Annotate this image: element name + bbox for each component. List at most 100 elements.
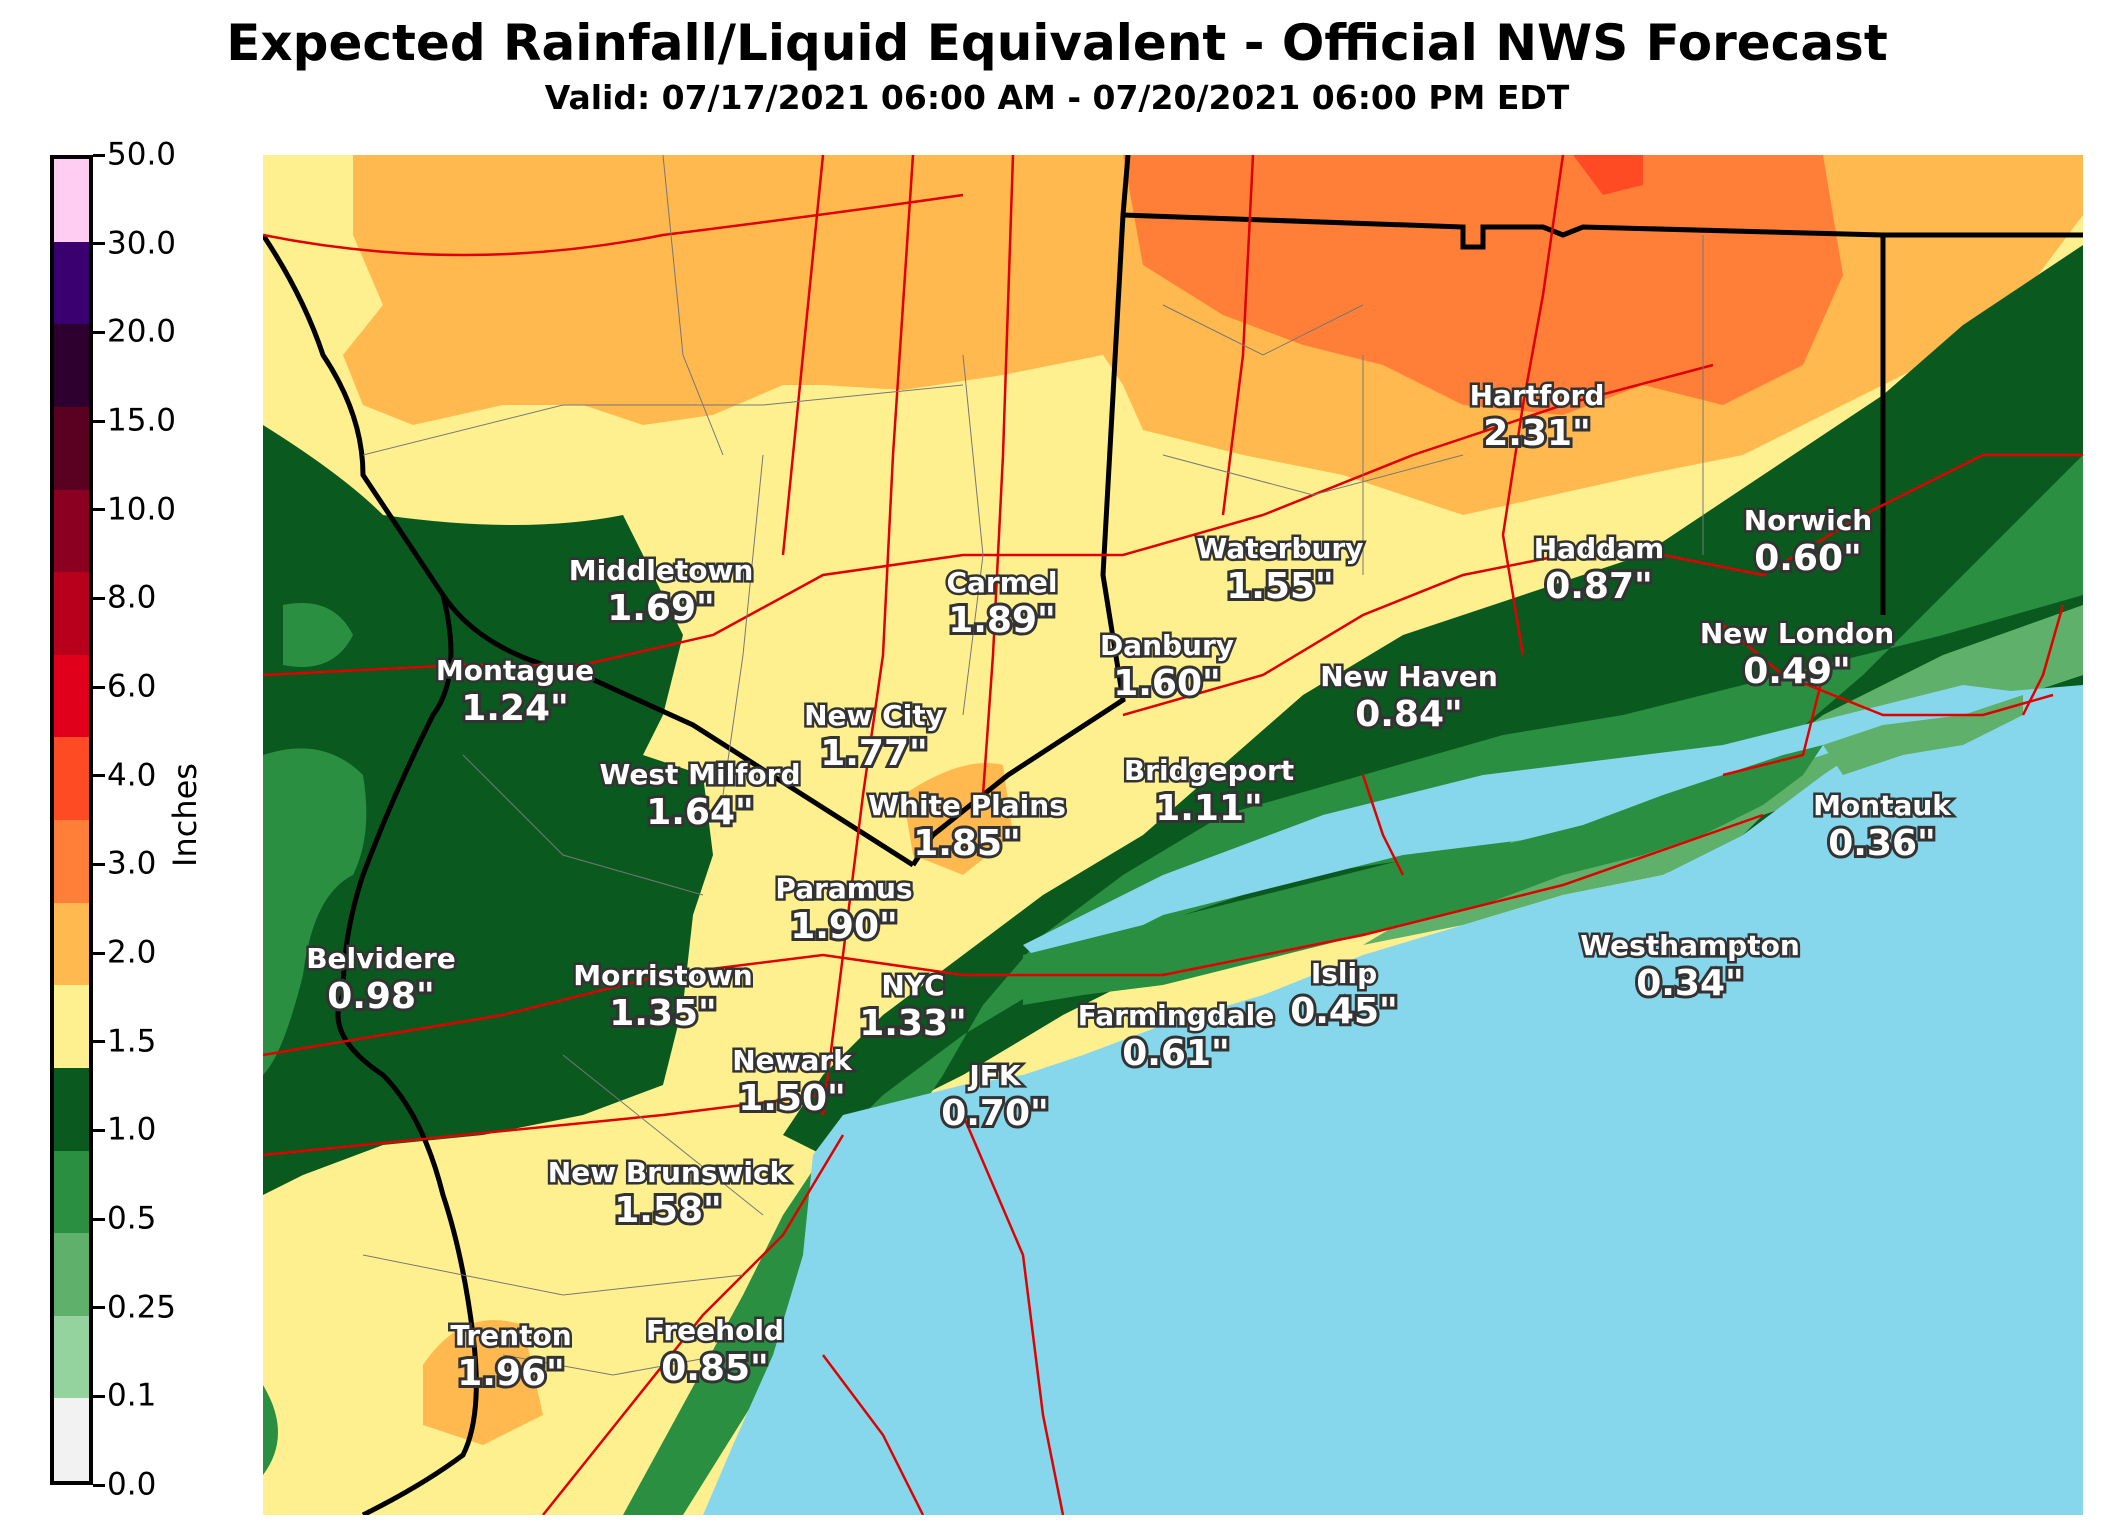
city-name: Norwich <box>1744 504 1872 537</box>
city-rainfall-value: 1.64" <box>646 792 754 833</box>
legend-tick-mark <box>93 330 105 334</box>
long-island <box>1023 745 1823 1005</box>
county-lines <box>362 155 1704 1376</box>
legend-swatch <box>54 489 89 573</box>
city-rainfall-value: 1.60" <box>1113 663 1221 704</box>
map-title: Expected Rainfall/Liquid Equivalent - Of… <box>226 14 1888 72</box>
city-rainfall-value: 1.50" <box>738 1078 846 1119</box>
legend-tick-mark <box>93 951 105 955</box>
color-legend-bar <box>50 155 93 1485</box>
city-name: New City <box>804 699 944 732</box>
city-rainfall-value: 2.31" <box>1483 413 1591 454</box>
city-name: Paramus <box>775 872 912 905</box>
legend-tick-mark <box>93 242 105 246</box>
city-name: New Brunswick <box>548 1156 790 1189</box>
rain-zone-orange-light-trenton <box>423 1320 543 1445</box>
color-legend-title: Inches <box>166 763 204 867</box>
city-rainfall-value: 1.55" <box>1226 566 1334 607</box>
legend-tick-mark <box>93 419 105 423</box>
legend-tick-mark <box>93 1394 105 1398</box>
city-rainfall-value: 0.34" <box>1636 963 1744 1004</box>
legend-tick-label: 10.0 <box>107 491 177 528</box>
legend-tick-mark <box>93 1306 105 1310</box>
legend-tick-label: 0.0 <box>107 1466 157 1503</box>
city-rainfall-value: 1.58" <box>614 1190 722 1231</box>
water-atlantic <box>703 685 2083 1515</box>
city-name: Freehold <box>646 1314 784 1347</box>
rain-zone-red <box>1573 155 1643 195</box>
city-name: Belvidere <box>306 942 456 975</box>
legend-swatch <box>54 737 89 820</box>
city-name: Hartford <box>1470 379 1605 412</box>
city-name: Montague <box>436 654 594 687</box>
city-rainfall-value: 1.85" <box>913 823 1021 864</box>
city-rainfall-value: 1.24" <box>461 688 569 729</box>
legend-swatch <box>54 902 89 986</box>
city-name: Newark <box>732 1044 853 1077</box>
city-name: Montauk <box>1813 789 1952 822</box>
legend-tick-label: 0.25 <box>107 1289 177 1326</box>
city-rainfall-value: 1.33" <box>859 1003 967 1044</box>
city-rainfall-value: 0.61" <box>1122 1033 1230 1074</box>
legend-tick-mark <box>93 508 105 512</box>
state-border-ny-nj <box>263 233 915 868</box>
legend-swatch <box>54 985 89 1068</box>
rain-zone-darkgreen-west <box>263 425 713 1195</box>
city-name: Bridgeport <box>1124 754 1294 787</box>
city-rainfall-value: 0.36" <box>1828 823 1936 864</box>
city-rainfall-value: 1.89" <box>948 600 1056 641</box>
city-rainfall-value: 0.84" <box>1355 694 1463 735</box>
city-name: White Plains <box>868 789 1066 822</box>
legend-tick-label: 0.5 <box>107 1200 157 1237</box>
city-name: New London <box>1700 617 1894 650</box>
city-name: West Milford <box>599 758 800 791</box>
city-rainfall-value: 0.60" <box>1754 538 1862 579</box>
legend-tick-label: 3.0 <box>107 845 157 882</box>
city-rainfall-value: 0.87" <box>1545 566 1653 607</box>
rain-zone-green-west <box>263 748 367 1075</box>
legend-tick-mark <box>93 153 105 157</box>
legend-tick-label: 8.0 <box>107 579 157 616</box>
city-name: Haddam <box>1534 532 1664 565</box>
legend-swatch <box>54 1315 89 1399</box>
legend-tick-label: 30.0 <box>107 225 177 262</box>
city-rainfall-value: 1.11" <box>1155 788 1263 829</box>
city-name: Carmel <box>946 566 1057 599</box>
legend-swatch <box>54 1233 89 1316</box>
city-name: Farmingdale <box>1078 999 1274 1032</box>
legend-tick-label: 1.5 <box>107 1023 157 1060</box>
legend-swatch <box>54 406 89 490</box>
city-name: New Haven <box>1320 660 1498 693</box>
city-rainfall-value: 1.69" <box>607 588 715 629</box>
legend-swatch <box>54 1150 89 1234</box>
legend-swatch <box>54 820 89 903</box>
city-name: Westhampton <box>1580 929 1800 962</box>
city-rainfall-value: 1.77" <box>820 733 928 774</box>
legend-tick-label: 15.0 <box>107 402 177 439</box>
legend-swatch <box>54 1067 89 1151</box>
legend-swatch <box>54 654 89 738</box>
legend-tick-mark <box>93 1128 105 1132</box>
city-name: Middletown <box>569 554 754 587</box>
city-rainfall-value: 0.49" <box>1743 651 1851 692</box>
legend-tick-label: 20.0 <box>107 313 177 350</box>
legend-tick-mark <box>93 862 105 866</box>
legend-swatch <box>54 159 89 242</box>
city-name: Danbury <box>1100 629 1234 662</box>
